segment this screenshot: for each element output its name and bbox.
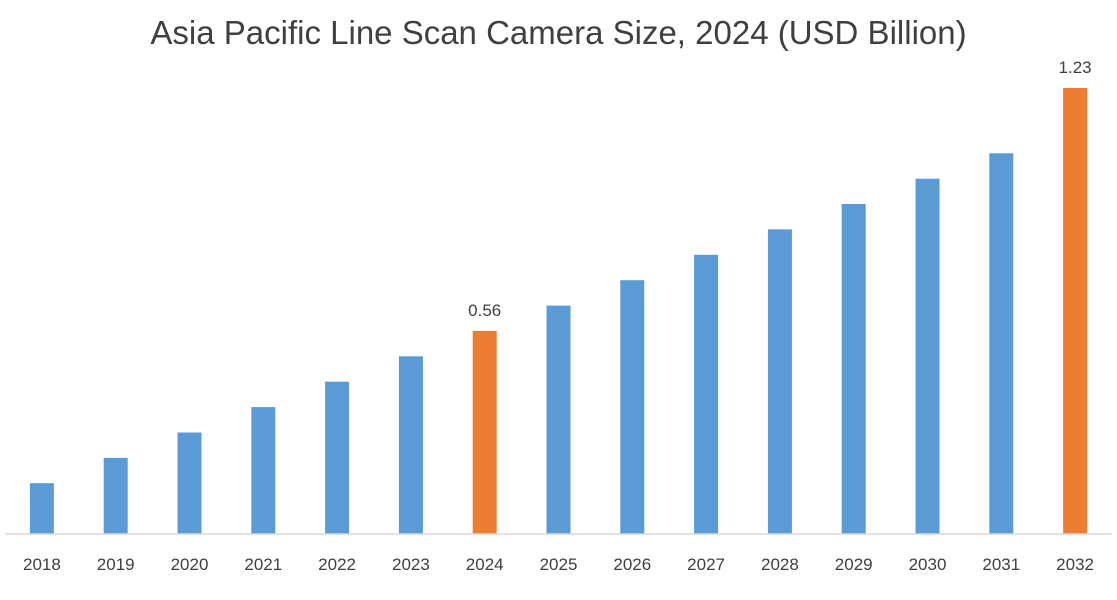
bar-2019 bbox=[103, 457, 128, 534]
bar-2027 bbox=[694, 254, 719, 535]
x-tick-label-2019: 2019 bbox=[97, 555, 135, 574]
x-tick-label-2021: 2021 bbox=[244, 555, 282, 574]
bar-2021 bbox=[251, 407, 276, 534]
x-tick-label-2022: 2022 bbox=[318, 555, 356, 574]
bar-2020 bbox=[177, 432, 202, 534]
bar-2031 bbox=[989, 153, 1014, 535]
x-tick-label-2027: 2027 bbox=[687, 555, 725, 574]
bar-2022 bbox=[325, 381, 350, 534]
x-tick-label-2023: 2023 bbox=[392, 555, 430, 574]
bar-2030 bbox=[915, 178, 940, 534]
bar-2023 bbox=[398, 356, 423, 534]
x-tick-label-2026: 2026 bbox=[613, 555, 651, 574]
x-tick-label-2032: 2032 bbox=[1056, 555, 1094, 574]
x-tick-label-2028: 2028 bbox=[761, 555, 799, 574]
x-tick-label-2029: 2029 bbox=[835, 555, 873, 574]
bar-2025 bbox=[546, 305, 571, 534]
bar-2018 bbox=[29, 483, 54, 534]
x-tick-label-2025: 2025 bbox=[540, 555, 578, 574]
x-tick-label-2024: 2024 bbox=[466, 555, 504, 574]
data-label-2024: 0.56 bbox=[468, 301, 501, 320]
x-tick-label-2030: 2030 bbox=[909, 555, 947, 574]
x-tick-label-2031: 2031 bbox=[982, 555, 1020, 574]
bar-2029 bbox=[841, 204, 866, 534]
x-tick-label-2020: 2020 bbox=[171, 555, 209, 574]
data-label-2032: 1.23 bbox=[1059, 58, 1092, 77]
bar-2026 bbox=[620, 280, 645, 534]
chart-title: Asia Pacific Line Scan Camera Size, 2024… bbox=[150, 14, 967, 51]
bar-2028 bbox=[767, 229, 792, 534]
x-tick-label-2018: 2018 bbox=[23, 555, 61, 574]
bar-2024 bbox=[472, 330, 497, 534]
bar-2032 bbox=[1063, 88, 1088, 534]
